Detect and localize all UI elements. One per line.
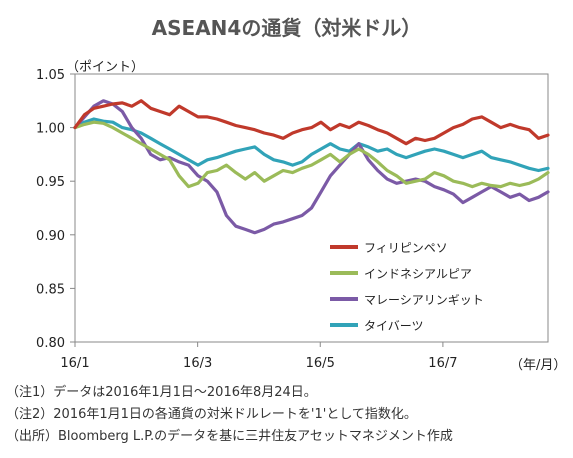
series-line	[73, 120, 550, 189]
x-tick-label: 16/1	[60, 356, 89, 371]
series-line	[73, 99, 550, 235]
series-line	[73, 117, 550, 173]
note-2: （注2）2016年1月1日の各通貨の対米ドルレートを'1'として指数化。	[6, 407, 417, 422]
y-tick-label: 0.80	[36, 336, 65, 351]
footnotes: （注1）データは2016年1月1日～2016年8月24日。 （注2）2016年1…	[6, 382, 453, 448]
axes: 1.05 1.00 0.95 0.90 0.85 0.80 16/1 16/3 16/5 16/7	[36, 68, 549, 371]
legend-label: フィリピンペソ	[364, 241, 448, 255]
line-chart: 1.05 1.00 0.95 0.90 0.85 0.80 16/1 16/3 16/5 16/7…	[36, 68, 550, 371]
legend-label: インドネシアルピア	[364, 267, 472, 281]
y-tick-label: 0.95	[36, 175, 65, 190]
y-tick-label: 1.05	[36, 68, 65, 83]
note-1: （注1）データは2016年1月1日～2016年8月24日。	[6, 385, 317, 400]
series-lines	[73, 99, 550, 235]
legend-label: タイバーツ	[364, 319, 424, 333]
series-line	[73, 99, 550, 146]
x-tick-label: 16/7	[428, 356, 457, 371]
y-axis-unit: （ポイント）	[66, 60, 145, 75]
y-tick-label: 1.00	[36, 122, 65, 137]
legend-label: マレーシアリンギット	[364, 293, 484, 307]
y-tick-label: 0.90	[36, 229, 65, 244]
x-tick-label: 16/5	[306, 356, 335, 371]
chart-title: ASEAN4の通貨（対米ドル）	[151, 16, 422, 40]
y-tick-label: 0.85	[36, 282, 65, 297]
plot-frame	[74, 73, 549, 343]
source-note: （出所）Bloomberg L.P.のデータを基に三井住友アセットマネジメント作…	[6, 429, 453, 444]
x-axis-unit: （年/月）	[510, 358, 567, 373]
x-tick-label: 16/3	[183, 356, 212, 371]
